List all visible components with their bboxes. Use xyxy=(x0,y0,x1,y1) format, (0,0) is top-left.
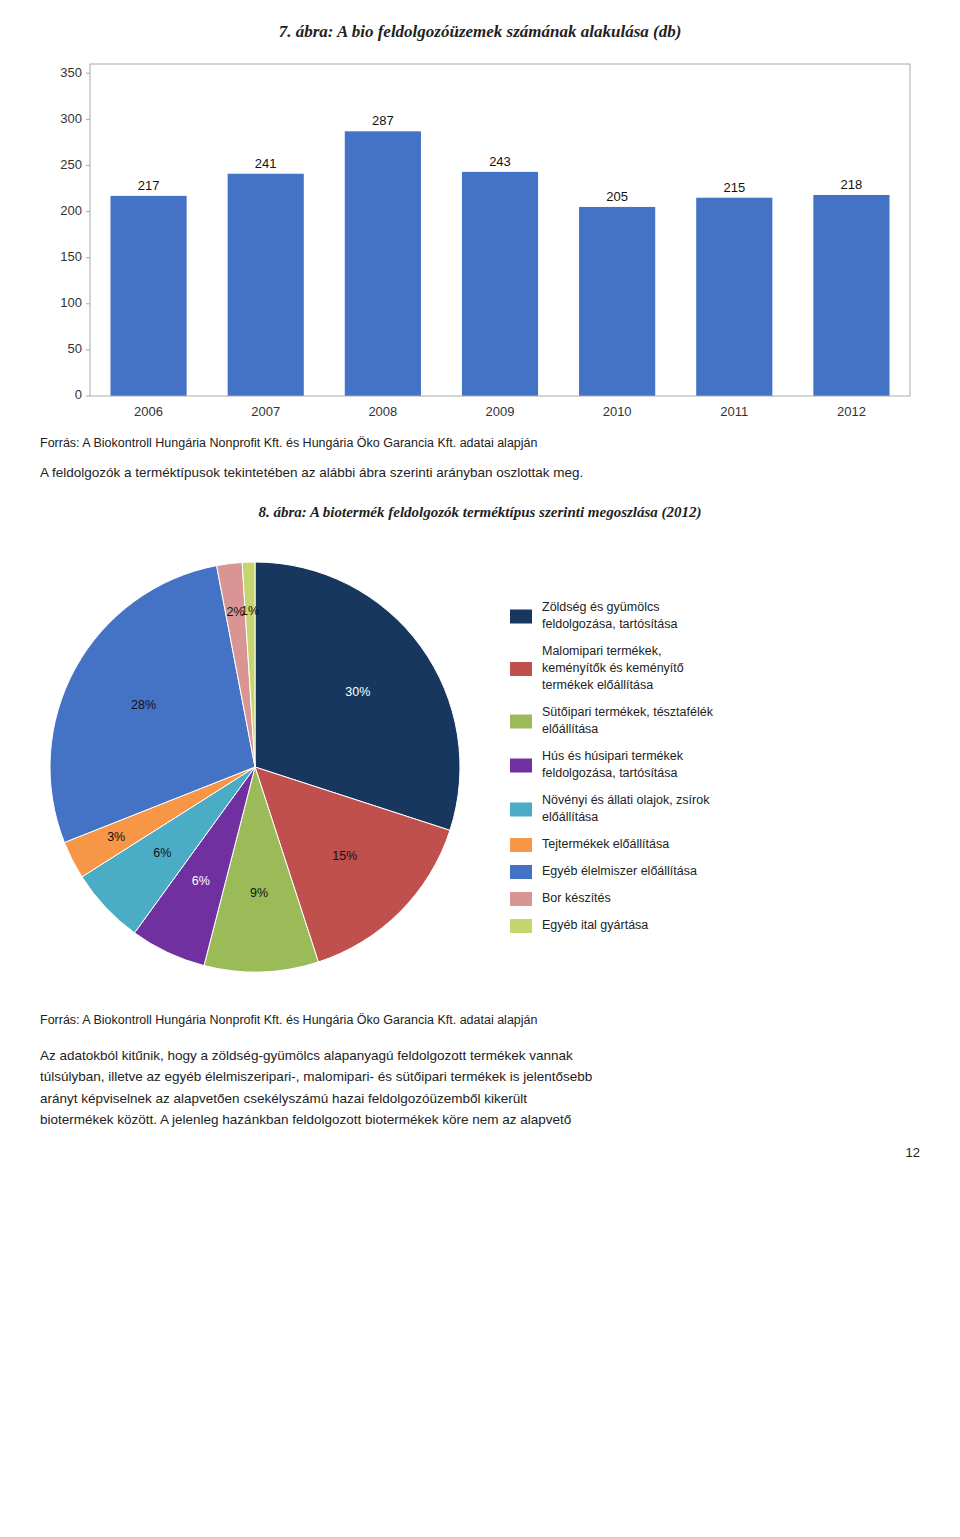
legend-label-line: Malomipari termékek, xyxy=(542,644,661,658)
y-tick-label: 300 xyxy=(60,111,82,126)
bar xyxy=(813,195,889,396)
page: 7. ábra: A bio feldolgozóüzemek számának… xyxy=(0,0,960,1170)
x-tick-label: 2007 xyxy=(251,404,280,419)
data-label: 3% xyxy=(107,830,125,844)
data-label: 6% xyxy=(153,846,171,860)
y-tick xyxy=(86,73,90,74)
data-label: 28% xyxy=(131,698,156,712)
chart-title: 7. ábra: A bio feldolgozóüzemek számának… xyxy=(40,22,920,42)
plot-frame xyxy=(90,64,910,396)
bars xyxy=(111,131,890,396)
legend-swatch xyxy=(510,919,532,933)
y-tick xyxy=(86,396,90,397)
y-tick xyxy=(86,211,90,212)
data-label: 1% xyxy=(241,603,259,617)
legend-label-line: Sütőipari termékek, tésztafélék xyxy=(542,705,714,719)
legend-label: Hús és húsipari termékek feldolgozása, ta… xyxy=(542,749,684,780)
y-tick-label: 0 xyxy=(75,387,82,402)
x-tick-label: 2009 xyxy=(486,404,515,419)
legend-label-line: előállítása xyxy=(542,722,598,736)
data-label: 30% xyxy=(345,684,370,698)
legend-label-line: Bor készítés xyxy=(542,891,611,905)
legend-label-line: előállítása xyxy=(542,810,598,824)
data-label: 215 xyxy=(723,180,745,195)
source-note: Forrás: A Biokontroll Hungária Nonprofit… xyxy=(40,436,920,450)
x-tick-label: 2011 xyxy=(720,404,748,419)
pie-slice xyxy=(242,562,255,767)
source-note: Forrás: A Biokontroll Hungária Nonprofit… xyxy=(40,1013,920,1027)
y-tick-label: 200 xyxy=(60,203,82,218)
x-tick-label: 2006 xyxy=(134,404,163,419)
pie-chart: 30%15%9%6%6%3%28%2%1%Zöldség és gyümölcs… xyxy=(40,527,920,1007)
legend-label: Egyéb élelmiszer előállítása xyxy=(542,864,697,878)
legend-label-line: keményítők és keményítő xyxy=(542,661,684,675)
y-tick-label: 150 xyxy=(60,249,82,264)
y-tick xyxy=(86,349,90,350)
legend-label: Egyéb ital gyártása xyxy=(542,918,648,932)
legend-swatch xyxy=(510,865,532,879)
bar xyxy=(696,198,772,396)
chart-title: 8. ábra: A biotermék feldolgozók termékt… xyxy=(40,504,920,521)
data-label: 6% xyxy=(192,874,210,888)
legend: Zöldség és gyümölcs feldolgozása, tartósí… xyxy=(510,600,714,933)
y-tick-label: 100 xyxy=(60,295,82,310)
legend-label: Malomipari termékek, keményítők és kemény… xyxy=(542,644,684,692)
legend-label-line: feldolgozása, tartósítása xyxy=(542,766,678,780)
y-tick-label: 250 xyxy=(60,157,82,172)
y-tick xyxy=(86,165,90,166)
legend-swatch xyxy=(510,714,532,728)
data-label: 218 xyxy=(841,177,863,192)
bar xyxy=(228,174,304,396)
bar xyxy=(462,172,538,396)
y-tick-label: 350 xyxy=(60,65,82,80)
y-tick xyxy=(86,257,90,258)
y-tick-label: 50 xyxy=(68,341,82,356)
legend-swatch xyxy=(510,802,532,816)
legend-label: Zöldség és gyümölcs feldolgozása, tartósí… xyxy=(542,600,678,631)
legend-label: Sütőipari termékek, tésztafélék előállítá… xyxy=(542,705,714,736)
y-tick xyxy=(86,303,90,304)
data-label: 241 xyxy=(255,156,277,171)
slices xyxy=(50,562,460,972)
x-tick-label: 2012 xyxy=(837,404,866,419)
data-label: 243 xyxy=(489,154,511,169)
legend-label: Növényi és állati olajok, zsírok előállít… xyxy=(542,793,710,824)
legend-label-line: Növényi és állati olajok, zsírok xyxy=(542,793,710,807)
data-label: 205 xyxy=(606,189,628,204)
legend-label: Tejtermékek előállítása xyxy=(542,837,669,851)
page-number: 12 xyxy=(40,1145,920,1160)
x-tick-label: 2008 xyxy=(368,404,397,419)
legend-swatch xyxy=(510,662,532,676)
bar xyxy=(111,196,187,396)
legend-label-line: Zöldség és gyümölcs xyxy=(542,600,659,614)
annotation-text: Az adatokból kitűnik, hogy a zöldség-gyü… xyxy=(40,1045,920,1131)
legend-swatch xyxy=(510,838,532,852)
legend-swatch xyxy=(510,609,532,623)
legend-label-line: Egyéb ital gyártása xyxy=(542,918,648,932)
data-label: 15% xyxy=(332,849,357,863)
annotation-text: A feldolgozók a terméktípusok tekintetéb… xyxy=(40,462,920,484)
bar xyxy=(579,207,655,396)
y-tick xyxy=(86,119,90,120)
legend-label-line: Egyéb élelmiszer előállítása xyxy=(542,864,697,878)
data-label: 217 xyxy=(138,178,160,193)
legend-swatch xyxy=(510,892,532,906)
x-tick-label: 2010 xyxy=(603,404,632,419)
legend-label: Bor készítés xyxy=(542,891,611,905)
legend-label-line: Tejtermékek előállítása xyxy=(542,837,669,851)
pie-slice xyxy=(217,562,255,767)
data-label: 287 xyxy=(372,113,394,128)
bar-chart: 0 50 100 150 200 250 300 350 2006 2007 2008 2009 201… xyxy=(40,50,920,430)
legend-label-line: feldolgozása, tartósítása xyxy=(542,617,678,631)
bar xyxy=(345,131,421,396)
data-label: 9% xyxy=(250,886,268,900)
legend-swatch xyxy=(510,758,532,772)
legend-label-line: termékek előállítása xyxy=(542,678,653,692)
legend-label-line: Hús és húsipari termékek xyxy=(542,749,684,763)
